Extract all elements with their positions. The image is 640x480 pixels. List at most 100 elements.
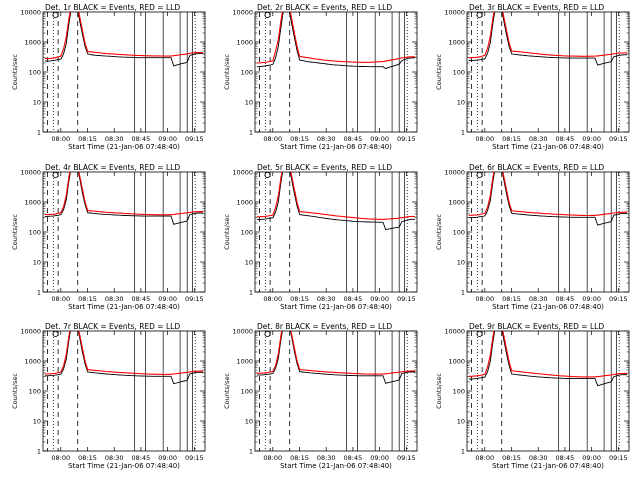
x-tick-label: 08:45 (556, 135, 575, 143)
x-tick-label: 09:00 (370, 135, 389, 143)
y-tick-label: 10000 (20, 9, 41, 17)
marker-lines (471, 172, 620, 292)
y-tick-label: 1 (461, 129, 465, 137)
x-tick-label: 08:15 (290, 135, 309, 143)
x-axis-label: Start Time (21-Jan-06 07:48:40) (492, 462, 604, 470)
chart-title: Det. 9r BLACK = Events, RED = LLD (469, 322, 604, 331)
x-axis-label: Start Time (21-Jan-06 07:48:40) (492, 303, 604, 311)
y-tick-label: 1 (249, 129, 253, 137)
series-group (256, 12, 416, 70)
x-tick-label: 08:45 (344, 295, 363, 303)
series-line-lld (256, 331, 416, 375)
x-axis-label: Start Time (21-Jan-06 07:48:40) (492, 143, 604, 151)
x-tick-label: 08:15 (78, 454, 97, 462)
marker-circle (52, 11, 59, 18)
y-tick-label: 1000 (448, 358, 465, 366)
series-line-events (468, 172, 628, 226)
marker-lines (259, 331, 408, 451)
y-tick-label: 10000 (444, 328, 465, 336)
y-tick-label: 100 (241, 69, 253, 77)
y-tick-label: 100 (453, 69, 465, 77)
x-tick-label: 08:00 (263, 454, 282, 462)
x-tick-label: 09:00 (158, 295, 177, 303)
series-line-events (256, 331, 416, 384)
y-tick-label: 10 (245, 99, 253, 107)
series-group (44, 12, 204, 67)
x-tick-label: 08:30 (105, 135, 124, 143)
marker-circle (264, 11, 271, 18)
y-tick-label: 100 (29, 229, 41, 237)
chart-title: Det. 1r BLACK = Events, RED = LLD (45, 3, 180, 12)
y-tick-label: 10 (457, 99, 465, 107)
x-tick-label: 09:00 (582, 135, 601, 143)
x-tick-label: 08:30 (529, 295, 548, 303)
x-tick-label: 08:15 (290, 295, 309, 303)
x-tick-label: 08:45 (132, 135, 151, 143)
series-line-lld (44, 12, 204, 60)
y-tick-label: 10000 (444, 9, 465, 17)
marker-lines (259, 172, 408, 292)
x-tick-label: 08:00 (51, 135, 70, 143)
x-tick-label: 08:15 (502, 295, 521, 303)
x-tick-label: 09:00 (370, 454, 389, 462)
series-group (44, 331, 204, 385)
chart-title: Det. 7r BLACK = Events, RED = LLD (45, 322, 180, 331)
marker-lines (471, 331, 620, 451)
x-axis-label: Start Time (21-Jan-06 07:48:40) (280, 143, 392, 151)
x-tick-label: 08:15 (290, 454, 309, 462)
x-tick-label: 08:00 (475, 135, 494, 143)
series-line-lld (44, 172, 204, 216)
series-line-lld (256, 172, 416, 220)
y-tick-label: 100 (453, 229, 465, 237)
x-tick-label: 08:30 (105, 454, 124, 462)
y-tick-label: 100 (29, 69, 41, 77)
x-tick-label: 08:00 (263, 295, 282, 303)
y-tick-label: 100 (29, 388, 41, 396)
y-tick-label: 1000 (448, 39, 465, 47)
chart-panel-8: Det. 8r BLACK = Events, RED = LLD 1 10 100 1… (223, 322, 418, 470)
y-tick-label: 10 (33, 418, 41, 426)
y-axis-label: Counts/sec (11, 54, 19, 90)
x-tick-label: 08:30 (529, 454, 548, 462)
x-tick-label: 08:00 (475, 454, 494, 462)
x-tick-label: 09:00 (582, 454, 601, 462)
x-axis-label: Start Time (21-Jan-06 07:48:40) (68, 143, 180, 151)
marker-lines (471, 12, 620, 132)
x-tick-label: 08:30 (105, 295, 124, 303)
marker-circle (476, 171, 483, 178)
y-axis-label: Counts/sec (223, 214, 231, 250)
y-axis-label: Counts/sec (11, 214, 19, 250)
y-tick-label: 1 (249, 448, 253, 456)
x-tick-label: 09:15 (185, 295, 204, 303)
y-tick-label: 10 (457, 259, 465, 267)
chart-title: Det. 5r BLACK = Events, RED = LLD (257, 163, 392, 172)
x-tick-label: 08:45 (556, 295, 575, 303)
series-line-lld (468, 331, 628, 378)
x-tick-label: 08:30 (317, 135, 336, 143)
y-tick-label: 10 (245, 418, 253, 426)
x-tick-label: 08:00 (263, 135, 282, 143)
series-line-lld (468, 12, 628, 59)
x-axis-label: Start Time (21-Jan-06 07:48:40) (280, 303, 392, 311)
y-tick-label: 100 (453, 388, 465, 396)
x-tick-label: 08:45 (344, 135, 363, 143)
x-tick-label: 09:15 (185, 454, 204, 462)
chart-title: Det. 4r BLACK = Events, RED = LLD (45, 163, 180, 172)
y-tick-label: 1 (37, 448, 41, 456)
x-tick-label: 08:45 (132, 454, 151, 462)
x-tick-label: 08:30 (529, 135, 548, 143)
series-line-lld (256, 12, 416, 64)
chart-panel-6: Det. 6r BLACK = Events, RED = LLD 1 10 100 1… (435, 163, 630, 311)
series-group (468, 172, 628, 226)
chart-panel-9: Det. 9r BLACK = Events, RED = LLD 1 10 100 1… (435, 322, 630, 470)
y-tick-label: 1000 (24, 39, 41, 47)
x-tick-label: 09:15 (609, 135, 628, 143)
chart-panel-7: Det. 7r BLACK = Events, RED = LLD 1 10 100 1… (11, 322, 206, 470)
marker-circle (476, 330, 483, 337)
marker-lines (259, 12, 408, 132)
y-tick-label: 1 (37, 129, 41, 137)
chart-panel-2: Det. 2r BLACK = Events, RED = LLD 1 10 100 1… (223, 3, 418, 151)
x-tick-label: 09:00 (582, 295, 601, 303)
y-tick-label: 100 (241, 388, 253, 396)
